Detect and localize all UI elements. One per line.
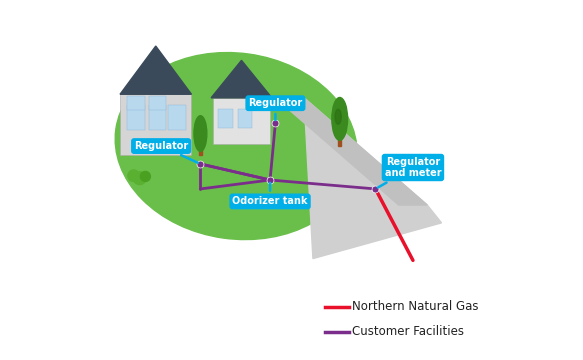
Bar — [168, 105, 186, 130]
Ellipse shape — [194, 116, 207, 152]
Bar — [149, 105, 167, 130]
Bar — [127, 105, 145, 130]
Text: Regulator: Regulator — [248, 98, 303, 120]
Ellipse shape — [335, 109, 341, 124]
Bar — [338, 132, 341, 146]
Ellipse shape — [332, 98, 347, 140]
Polygon shape — [120, 46, 191, 94]
Polygon shape — [211, 60, 272, 98]
Text: Odorizer tank: Odorizer tank — [232, 183, 308, 206]
Bar — [199, 143, 202, 155]
Bar — [238, 109, 252, 128]
Text: Customer Facilities: Customer Facilities — [352, 325, 464, 338]
Bar — [127, 96, 145, 111]
Polygon shape — [304, 98, 441, 258]
Text: Regulator: Regulator — [134, 141, 198, 163]
Bar — [218, 109, 233, 128]
Circle shape — [141, 171, 150, 181]
Text: Northern Natural Gas: Northern Natural Gas — [352, 300, 479, 313]
Polygon shape — [275, 98, 427, 205]
Bar — [149, 96, 167, 111]
Circle shape — [134, 172, 146, 185]
Polygon shape — [120, 94, 191, 155]
Text: Regulator
and meter: Regulator and meter — [378, 157, 441, 188]
Ellipse shape — [115, 53, 357, 239]
Polygon shape — [213, 98, 270, 144]
Circle shape — [128, 170, 139, 181]
